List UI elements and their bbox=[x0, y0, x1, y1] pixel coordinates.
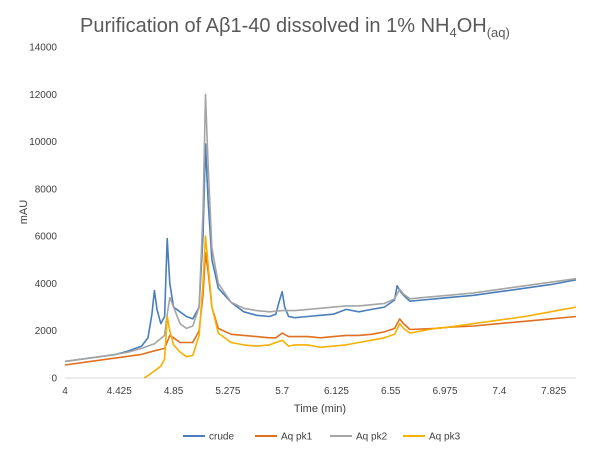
y-tick-label: 14000 bbox=[29, 43, 57, 54]
x-tick-label: 4.85 bbox=[164, 386, 184, 397]
x-tick-label: 7.4 bbox=[492, 386, 506, 397]
legend-label: Aq pk3 bbox=[429, 432, 461, 443]
x-tick-label: 6.125 bbox=[324, 386, 349, 397]
legend-item-aq-pk2: Aq pk2 bbox=[330, 432, 388, 443]
legend-label: Aq pk1 bbox=[281, 432, 313, 443]
x-tick-label: 5.275 bbox=[215, 386, 240, 397]
x-tick-label: 5.7 bbox=[275, 386, 289, 397]
series-line-crude bbox=[64, 143, 577, 363]
y-axis-label: mAU bbox=[18, 200, 30, 225]
series-lines bbox=[64, 93, 577, 379]
legend-item-crude: crude bbox=[183, 432, 234, 443]
y-tick-label: 4000 bbox=[35, 279, 58, 290]
y-tick-label: 2000 bbox=[35, 326, 58, 337]
series-line-aq-pk1 bbox=[64, 251, 577, 366]
legend-item-aq-pk3: Aq pk3 bbox=[403, 432, 461, 443]
legend-item-aq-pk1: Aq pk1 bbox=[255, 432, 313, 443]
series-line-aq-pk3 bbox=[143, 235, 577, 379]
legend-label: crude bbox=[209, 432, 234, 443]
y-axis-ticks: 0 2000 4000 6000 8000 10000 12000 14000 bbox=[29, 43, 57, 385]
legend-label: Aq pk2 bbox=[356, 432, 388, 443]
series-line-aq-pk2 bbox=[64, 93, 577, 363]
y-tick-label: 10000 bbox=[29, 137, 57, 148]
y-tick-label: 0 bbox=[51, 374, 57, 385]
x-tick-label: 6.975 bbox=[433, 386, 458, 397]
x-axis-ticks: 4 4.425 4.85 5.275 5.7 6.125 6.55 6.975 7.4 7.825 bbox=[62, 386, 566, 397]
y-tick-label: 12000 bbox=[29, 90, 57, 101]
x-tick-label: 4.425 bbox=[107, 386, 132, 397]
x-tick-label: 6.55 bbox=[381, 386, 401, 397]
x-axis-label: Time (min) bbox=[294, 403, 346, 415]
legend: crude Aq pk1 Aq pk2 Aq pk3 bbox=[183, 432, 461, 443]
y-tick-label: 8000 bbox=[35, 184, 58, 195]
x-tick-label: 4 bbox=[62, 386, 68, 397]
y-tick-label: 6000 bbox=[35, 232, 58, 243]
chart-title: Purification of Aβ1-40 dissolved in 1% N… bbox=[80, 15, 510, 40]
x-tick-label: 7.825 bbox=[541, 386, 566, 397]
